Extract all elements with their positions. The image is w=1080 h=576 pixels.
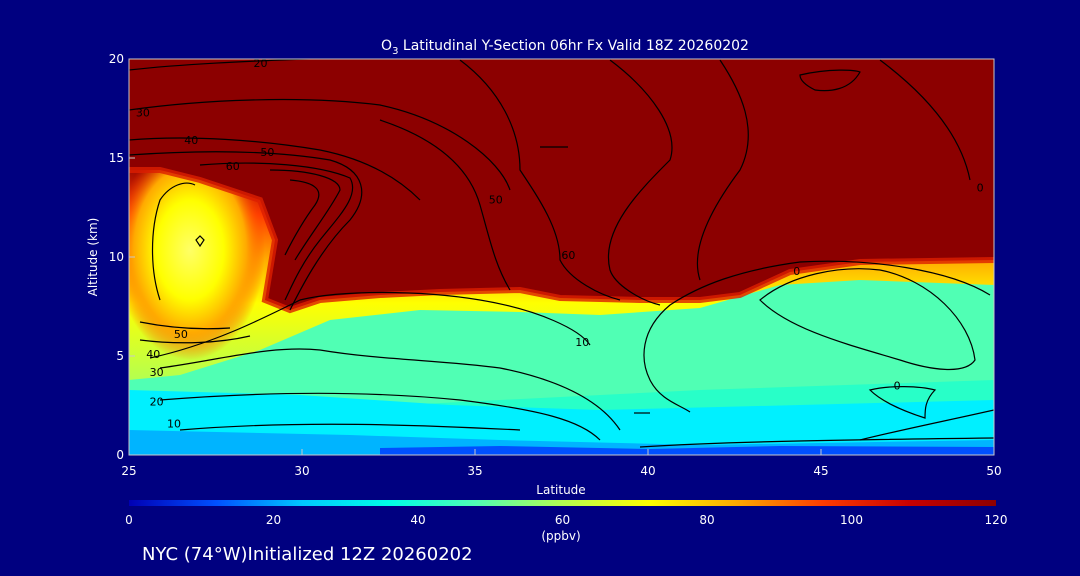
y-tick-label: 0 [116, 448, 124, 462]
contour-10-left [149, 291, 591, 359]
colorbar-tick-label: 100 [840, 513, 863, 527]
contour-label: 60 [561, 249, 575, 262]
x-tick-label: 25 [121, 464, 136, 478]
x-tick-label: 35 [467, 464, 482, 478]
field-stratosphere [129, 59, 994, 310]
contour-label: 0 [977, 182, 984, 195]
contour-label: 30 [150, 366, 164, 379]
contour-label: 40 [184, 134, 198, 147]
contour-20-top [129, 59, 322, 71]
y-axis-ticks: 0 5 10 15 20 [109, 52, 135, 462]
contour-label: 30 [136, 106, 150, 119]
contour-right-edge [879, 59, 971, 181]
footer-initialized-text: NYC (74°W)Initialized 12Z 20260202 [142, 544, 473, 565]
contour-80 [284, 179, 320, 256]
contour-3 [179, 423, 521, 431]
colorbar-tick-label: 20 [266, 513, 281, 527]
contour-0-mid [759, 268, 976, 370]
contour-label: 10 [575, 336, 589, 349]
contour-surface [639, 437, 994, 448]
colorbar-tick-label: 60 [555, 513, 570, 527]
contour-50-mid [379, 119, 511, 291]
x-axis-label: Latitude [536, 483, 585, 497]
contour-0-right [868, 386, 937, 419]
contour-5 [159, 392, 601, 441]
colorbar-tick-label: 40 [410, 513, 425, 527]
contour-label: 20 [253, 57, 267, 70]
contour-30 [129, 98, 511, 191]
y-tick-label: 15 [109, 151, 124, 165]
contour-label: 40 [146, 348, 160, 361]
contour-60 [199, 162, 354, 301]
x-tick-label: 40 [640, 464, 655, 478]
y-axis-label: Altitude (km) [86, 218, 100, 297]
contour-low-right [859, 409, 994, 441]
chart-title: O3 Latitudinal Y-Section 06hr Fx Valid 1… [381, 38, 749, 57]
colorbar-ticks: 0 20 40 60 80 100 120 [125, 513, 1007, 527]
colorbar-unit-label: (ppbv) [541, 529, 580, 543]
contour-label: 60 [226, 160, 240, 173]
contour-left-strip [139, 321, 231, 330]
contour-label: 0 [793, 265, 800, 278]
contour-70 [269, 169, 341, 261]
x-tick-label: 50 [986, 464, 1001, 478]
contour-upper-right [607, 59, 673, 306]
contour-left-strip2 [139, 335, 251, 344]
contour-8 [159, 348, 621, 431]
x-tick-label: 45 [813, 464, 828, 478]
x-axis-ticks: 25 30 35 40 45 50 [121, 449, 1002, 478]
contour-far-right [696, 59, 749, 281]
contour-left-lobe-inner [195, 235, 205, 248]
contour-lines [129, 59, 994, 448]
contour-50 [129, 151, 363, 311]
contour-left-lobes [151, 182, 196, 301]
y-tick-label: 5 [116, 349, 124, 363]
x-tick-label: 30 [294, 464, 309, 478]
colorbar-tick-label: 120 [985, 513, 1008, 527]
contour-40 [129, 137, 421, 201]
contour-label: 0 [894, 380, 901, 393]
colorbar-tick-label: 80 [699, 513, 714, 527]
y-tick-label: 10 [109, 250, 124, 264]
colorbar-tick-label: 0 [125, 513, 133, 527]
contour-label: 50 [174, 328, 188, 341]
contour-label: 10 [167, 417, 181, 430]
field-surface-min [380, 446, 994, 455]
contour-closed-ring [799, 69, 861, 92]
contour-60-mid [459, 59, 621, 301]
colorbar [129, 500, 996, 506]
contour-10-mid [643, 260, 991, 413]
contour-label: 20 [150, 396, 164, 409]
y-tick-label: 20 [109, 52, 124, 66]
contour-label: 50 [260, 146, 274, 159]
contour-label: 50 [489, 194, 503, 207]
